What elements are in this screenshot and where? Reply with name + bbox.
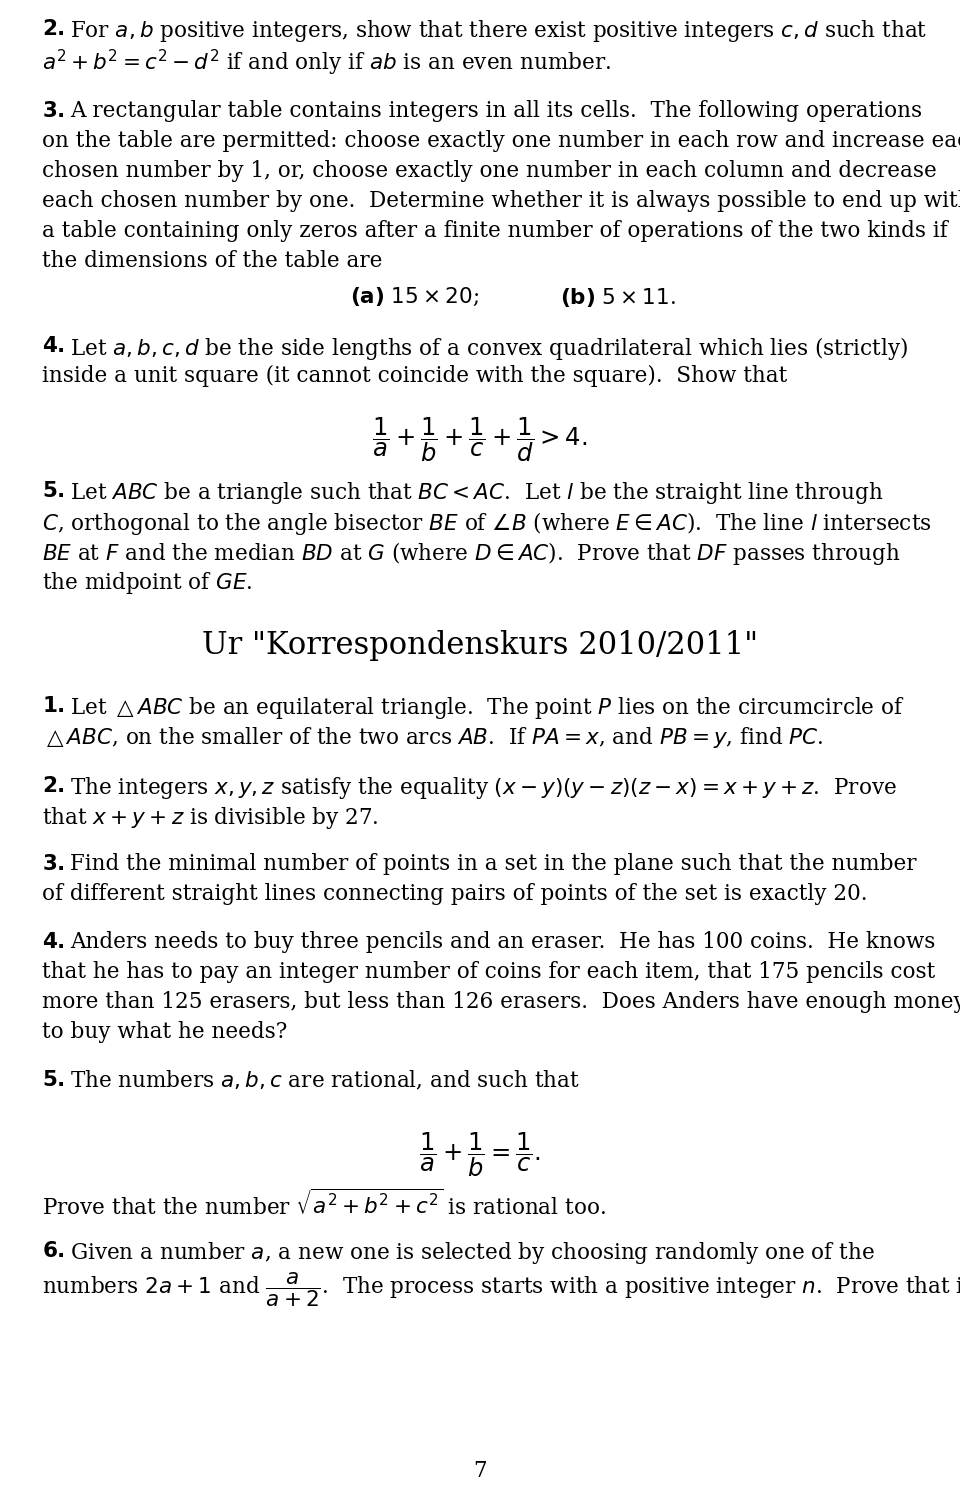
Text: $\mathbf{4.}$: $\mathbf{4.}$ [42,335,65,356]
Text: $\mathbf{5.}$: $\mathbf{5.}$ [42,1069,65,1091]
Text: $\triangle ABC$, on the smaller of the two arcs $AB$.  If $PA=x$, and $PB=y$, fi: $\triangle ABC$, on the smaller of the t… [42,725,824,750]
Text: that $x+y+z$ is divisible by 27.: that $x+y+z$ is divisible by 27. [42,805,378,830]
Text: The integers $x,y,z$ satisfy the equality $(x-y)(y-z)(z-x)=x+y+z$.  Prove: The integers $x,y,z$ satisfy the equalit… [70,775,897,801]
Text: Let $a,b,c,d$ be the side lengths of a convex quadrilateral which lies (strictly: Let $a,b,c,d$ be the side lengths of a c… [70,335,908,362]
Text: $\mathbf{6.}$: $\mathbf{6.}$ [42,1241,65,1261]
Text: more than 125 erasers, but less than 126 erasers.  Does Anders have enough money: more than 125 erasers, but less than 126… [42,992,960,1012]
Text: chosen number by 1, or, choose exactly one number in each column and decrease: chosen number by 1, or, choose exactly o… [42,160,937,182]
Text: to buy what he needs?: to buy what he needs? [42,1021,287,1044]
Text: $\dfrac{1}{a}+\dfrac{1}{b}+\dfrac{1}{c}+\dfrac{1}{d}>4.$: $\dfrac{1}{a}+\dfrac{1}{b}+\dfrac{1}{c}+… [372,414,588,464]
Text: of different straight lines connecting pairs of points of the set is exactly 20.: of different straight lines connecting p… [42,883,868,905]
Text: $\mathbf{3.}$: $\mathbf{3.}$ [42,100,65,122]
Text: on the table are permitted: choose exactly one number in each row and increase e: on the table are permitted: choose exact… [42,130,960,152]
Text: Let $\triangle ABC$ be an equilateral triangle.  The point $P$ lies on the circu: Let $\triangle ABC$ be an equilateral tr… [70,695,904,722]
Text: Anders needs to buy three pencils and an eraser.  He has 100 coins.  He knows: Anders needs to buy three pencils and an… [70,930,935,953]
Text: $\mathbf{(a)}$ $15\times 20$;: $\mathbf{(a)}$ $15\times 20$; [350,286,479,309]
Text: $\mathbf{2.}$: $\mathbf{2.}$ [42,775,65,798]
Text: Let $ABC$ be a triangle such that $BC < AC$.  Let $l$ be the straight line throu: Let $ABC$ be a triangle such that $BC < … [70,480,883,505]
Text: $\mathbf{(b)}$ $5\times 11$.: $\mathbf{(b)}$ $5\times 11$. [560,286,676,309]
Text: The numbers $a,b,c$ are rational, and such that: The numbers $a,b,c$ are rational, and su… [70,1069,580,1091]
Text: $\mathbf{3.}$: $\mathbf{3.}$ [42,853,65,875]
Text: a table containing only zeros after a finite number of operations of the two kin: a table containing only zeros after a fi… [42,221,948,242]
Text: the dimensions of the table are: the dimensions of the table are [42,250,382,271]
Text: that he has to pay an integer number of coins for each item, that 175 pencils co: that he has to pay an integer number of … [42,962,935,983]
Text: $\mathbf{5.}$: $\mathbf{5.}$ [42,480,65,502]
Text: For $a,b$ positive integers, show that there exist positive integers $c,d$ such : For $a,b$ positive integers, show that t… [70,18,927,45]
Text: the midpoint of $GE$.: the midpoint of $GE$. [42,570,252,596]
Text: Find the minimal number of points in a set in the plane such that the number: Find the minimal number of points in a s… [70,853,917,875]
Text: $C$, orthogonal to the angle bisector $BE$ of $\angle B$ (where $E\in AC$).  The: $C$, orthogonal to the angle bisector $B… [42,510,931,537]
Text: Given a number $a$, a new one is selected by choosing randomly one of the: Given a number $a$, a new one is selecte… [70,1241,875,1266]
Text: $\mathbf{1.}$: $\mathbf{1.}$ [42,695,65,717]
Text: A rectangular table contains integers in all its cells.  The following operation: A rectangular table contains integers in… [70,100,923,122]
Text: 7: 7 [473,1460,487,1482]
Text: $a^2+b^2=c^2-d^2$ if and only if $ab$ is an even number.: $a^2+b^2=c^2-d^2$ if and only if $ab$ is… [42,48,612,78]
Text: $\dfrac{1}{a}+\dfrac{1}{b}=\dfrac{1}{c}.$: $\dfrac{1}{a}+\dfrac{1}{b}=\dfrac{1}{c}.… [419,1130,541,1178]
Text: numbers $2a+1$ and $\dfrac{a}{a+2}$.  The process starts with a positive integer: numbers $2a+1$ and $\dfrac{a}{a+2}$. The… [42,1270,960,1309]
Text: each chosen number by one.  Determine whether it is always possible to end up wi: each chosen number by one. Determine whe… [42,189,960,212]
Text: Ur "Korrespondenskurs 2010/2011": Ur "Korrespondenskurs 2010/2011" [202,631,758,661]
Text: Prove that the number $\sqrt{a^2+b^2+c^2}$ is rational too.: Prove that the number $\sqrt{a^2+b^2+c^2… [42,1190,606,1220]
Text: inside a unit square (it cannot coincide with the square).  Show that: inside a unit square (it cannot coincide… [42,365,787,388]
Text: $BE$ at $F$ and the median $BD$ at $G$ (where $D\in AC$).  Prove that $DF$ passe: $BE$ at $F$ and the median $BD$ at $G$ (… [42,540,900,567]
Text: $\mathbf{2.}$: $\mathbf{2.}$ [42,18,65,40]
Text: $\mathbf{4.}$: $\mathbf{4.}$ [42,930,65,953]
